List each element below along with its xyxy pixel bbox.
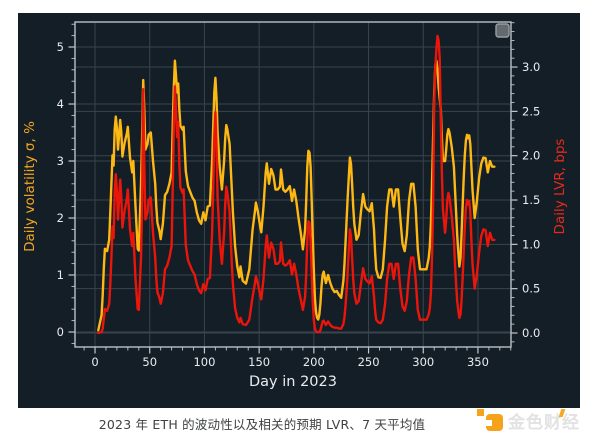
caption-bar: 2023 年 ETH 的波动性以及相关的预期 LVR、7 天平均值 金色财经 <box>0 408 600 439</box>
left-tick-label: 4 <box>57 97 64 111</box>
x-tick-label: 50 <box>142 355 157 369</box>
left-axis-title: Daily volatility σ, % <box>22 121 38 252</box>
volatility-lvr-chart: 0 50 100 150 200 250 300 350 0 1 2 3 4 5 0.0 0.5 1.0 1.5 2… <box>22 21 568 390</box>
right-tick-label: 0.0 <box>522 326 540 340</box>
x-tick-label: 100 <box>193 355 215 369</box>
x-tick-label: 200 <box>303 355 325 369</box>
right-tick-label: 1.5 <box>522 193 540 207</box>
left-tick-label: 0 <box>57 325 64 339</box>
x-tick-label: 250 <box>358 355 380 369</box>
lvr-line <box>97 34 496 335</box>
right-tick-label: 2.5 <box>522 104 540 118</box>
left-tick-label: 2 <box>57 211 64 225</box>
logo-square-big <box>486 414 503 431</box>
x-tick-label: 350 <box>467 355 489 369</box>
chart-caption: 2023 年 ETH 的波动性以及相关的预期 LVR、7 天平均值 <box>98 417 426 432</box>
logo-square-hole <box>486 420 492 426</box>
x-tick-label: 300 <box>412 355 434 369</box>
left-tick-label: 5 <box>57 40 64 54</box>
chart-figure: 0 50 100 150 200 250 300 350 0 1 2 3 4 5 0.0 0.5 1.0 1.5 2… <box>18 13 580 408</box>
plot-border <box>74 21 512 348</box>
x-axis-title: Day in 2023 <box>249 374 337 390</box>
x-tick-label: 0 <box>91 355 98 369</box>
right-tick-label: 2.0 <box>522 149 540 163</box>
right-tick-label: 1.0 <box>522 237 540 251</box>
right-tick-label: 0.5 <box>522 282 540 296</box>
left-tick-label: 3 <box>57 154 64 168</box>
jinse-logo-text: 金色财经 <box>508 408 580 433</box>
legend-box-icon[interactable] <box>495 23 510 38</box>
left-tick-label: 1 <box>57 268 64 282</box>
right-tick-label: 3.0 <box>522 60 540 74</box>
jinse-logo-icon <box>477 407 503 433</box>
right-axis-title: Daily LVR, bps <box>552 139 568 235</box>
volatility-line <box>97 59 496 332</box>
logo-square-small <box>477 409 484 416</box>
jinse-watermark: 金色财经 <box>477 405 580 435</box>
x-tick-label: 150 <box>248 355 270 369</box>
jinse-logo-label: 金色财经 <box>508 412 580 433</box>
